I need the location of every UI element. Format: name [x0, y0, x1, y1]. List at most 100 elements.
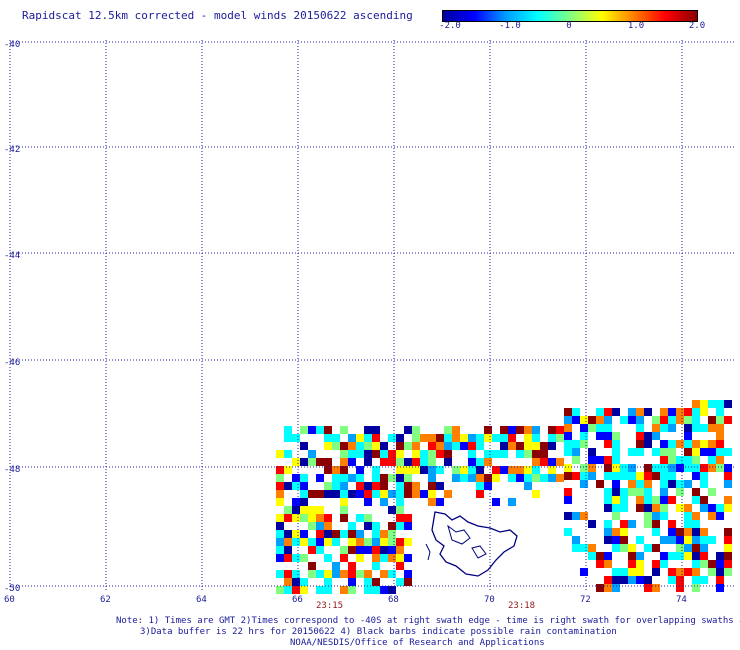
swath-pixel	[300, 578, 308, 586]
swath-pixel	[708, 536, 716, 544]
swath-pixel	[492, 434, 500, 442]
swath-pixel	[284, 570, 292, 578]
swath-pixel	[340, 490, 348, 498]
swath-pixel	[404, 482, 412, 490]
swath-pixel	[364, 434, 372, 442]
swath-pixel	[364, 482, 372, 490]
swath-pixel	[404, 458, 412, 466]
swath-pixel	[548, 434, 556, 442]
swath-pixel	[612, 528, 620, 536]
swath-pixel	[284, 514, 292, 522]
swath-pixel	[572, 448, 580, 456]
swath-pixel	[628, 560, 636, 568]
swath-pixel	[636, 488, 644, 496]
swath-pixel	[604, 536, 612, 544]
swath-pixel	[340, 554, 348, 562]
swath-pixel	[692, 584, 700, 592]
swath-pixel	[276, 522, 284, 530]
swath-pixel	[396, 466, 404, 474]
swath-pixel	[612, 504, 620, 512]
swath-pixel	[412, 434, 420, 442]
swath-pixel	[388, 506, 396, 514]
swath-pixel	[500, 466, 508, 474]
swath-pixel	[628, 416, 636, 424]
swath-pixel	[652, 568, 660, 576]
swath-pixel	[356, 450, 364, 458]
swath-pixel	[468, 474, 476, 482]
swath-pixel	[380, 450, 388, 458]
swath-pixel	[636, 472, 644, 480]
swath-pixel	[524, 450, 532, 458]
swath-pixel	[716, 560, 724, 568]
swath-pixel	[644, 584, 652, 592]
swath-pixel	[644, 576, 652, 584]
swath-pixel	[508, 466, 516, 474]
swath-pixel	[404, 426, 412, 434]
swath-pixel	[700, 560, 708, 568]
swath-pixel	[644, 440, 652, 448]
swath-pixel	[692, 576, 700, 584]
swath-pixel	[532, 490, 540, 498]
swath-pixel	[620, 472, 628, 480]
swath-pixel	[636, 504, 644, 512]
swath-pixel	[652, 416, 660, 424]
swath-pixel	[292, 474, 300, 482]
swath-pixel	[364, 514, 372, 522]
swath-pixel	[332, 530, 340, 538]
swath-pixel	[564, 432, 572, 440]
swath-pixel	[500, 442, 508, 450]
swath-pixel	[636, 568, 644, 576]
swath-pixel	[716, 432, 724, 440]
swath-pixel	[284, 578, 292, 586]
swath-pixel	[396, 474, 404, 482]
swath-pixel	[364, 442, 372, 450]
swath-pixel	[596, 408, 604, 416]
swath-pixel	[388, 570, 396, 578]
swath-pixel	[612, 448, 620, 456]
swath-pixel	[356, 482, 364, 490]
swath-pixel	[436, 442, 444, 450]
swath-pixel	[620, 520, 628, 528]
swath-pixel	[604, 432, 612, 440]
swath-pixel	[316, 522, 324, 530]
swath-pixel	[580, 480, 588, 488]
swath-pixel	[396, 506, 404, 514]
swath-pixel	[276, 546, 284, 554]
swath-pixel	[612, 544, 620, 552]
swath-pixel	[700, 424, 708, 432]
swath-pixel	[292, 482, 300, 490]
swath-pixel	[372, 482, 380, 490]
swath-pixel	[572, 472, 580, 480]
swath-pixel	[652, 424, 660, 432]
swath-pixel	[316, 474, 324, 482]
swath-pixel	[684, 568, 692, 576]
swath-pixel	[604, 552, 612, 560]
swath-pixel	[692, 552, 700, 560]
swath-pixel	[396, 450, 404, 458]
swath-pixel	[340, 482, 348, 490]
swath-pixel	[628, 480, 636, 488]
swath-pixel	[700, 552, 708, 560]
swath-pixel	[308, 546, 316, 554]
swath-pixel	[356, 546, 364, 554]
swath-pixel	[364, 538, 372, 546]
swath-pixel	[548, 426, 556, 434]
swath-pixel	[636, 496, 644, 504]
colorbar-tick-label: -2.0	[439, 21, 461, 31]
swath-pixel	[388, 458, 396, 466]
swath-pixel	[580, 424, 588, 432]
swath-pixel	[412, 482, 420, 490]
islet-outline	[425, 543, 431, 561]
latitude-label: -44	[4, 251, 20, 261]
swath-pixel	[716, 440, 724, 448]
swath-pixel	[676, 440, 684, 448]
swath-pixel	[396, 562, 404, 570]
swath-pixel	[300, 458, 308, 466]
swath-pixel	[516, 474, 524, 482]
swath-pixel	[316, 514, 324, 522]
swath-pixel	[716, 448, 724, 456]
swath-pixel	[300, 426, 308, 434]
swath-pixel	[316, 490, 324, 498]
swath-pixel	[292, 554, 300, 562]
swath-pixel	[332, 490, 340, 498]
